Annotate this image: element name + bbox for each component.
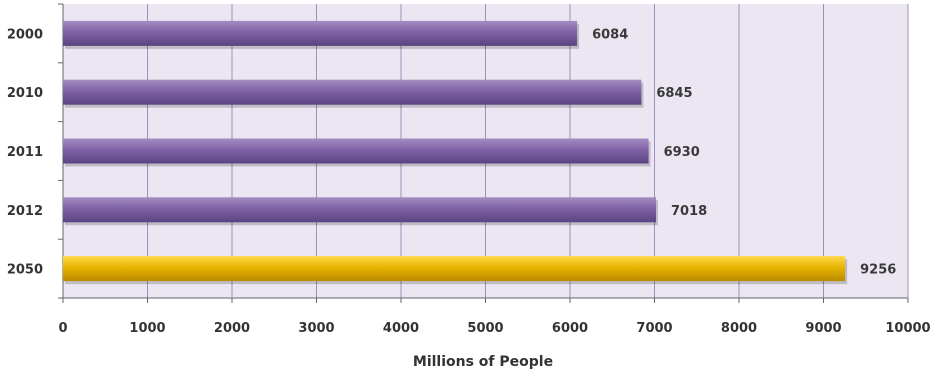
x-tick-label-7000: 7000 bbox=[636, 321, 672, 336]
labels: 0 1000 2000 3000 4000 5000 6000 7000 8000 9000 100… bbox=[7, 27, 931, 336]
bar-2000 bbox=[63, 20, 578, 46]
x-tick-label-6000: 6000 bbox=[552, 321, 588, 336]
y-tick-label-2012: 2012 bbox=[7, 204, 43, 219]
bar-2012 bbox=[63, 197, 657, 223]
data-label-2011: 6930 bbox=[664, 145, 700, 160]
x-tick-label-0: 0 bbox=[58, 321, 67, 336]
y-tick-label-2050: 2050 bbox=[7, 263, 43, 278]
bar-2011 bbox=[63, 138, 649, 164]
x-tick-label-3000: 3000 bbox=[298, 321, 334, 336]
x-tick-label-1000: 1000 bbox=[129, 321, 165, 336]
y-tick-label-2010: 2010 bbox=[7, 86, 43, 101]
x-tick-label-5000: 5000 bbox=[467, 321, 503, 336]
data-label-2050: 9256 bbox=[860, 263, 896, 278]
x-tick-label-9000: 9000 bbox=[805, 321, 841, 336]
data-label-2010: 6845 bbox=[656, 86, 692, 101]
bar-2050 bbox=[63, 256, 846, 282]
x-tick-label-4000: 4000 bbox=[383, 321, 419, 336]
bar-2010 bbox=[63, 79, 642, 105]
y-tick-label-2011: 2011 bbox=[7, 145, 43, 160]
y-tick-label-2000: 2000 bbox=[7, 27, 43, 42]
x-tick-label-8000: 8000 bbox=[721, 321, 757, 336]
x-axis-title: Millions of People bbox=[413, 354, 553, 370]
x-tick-label-2000: 2000 bbox=[214, 321, 250, 336]
data-label-2012: 7018 bbox=[671, 204, 707, 219]
data-label-2000: 6084 bbox=[592, 27, 628, 42]
x-tick-label-10000: 10000 bbox=[885, 321, 930, 336]
bars bbox=[63, 20, 848, 285]
